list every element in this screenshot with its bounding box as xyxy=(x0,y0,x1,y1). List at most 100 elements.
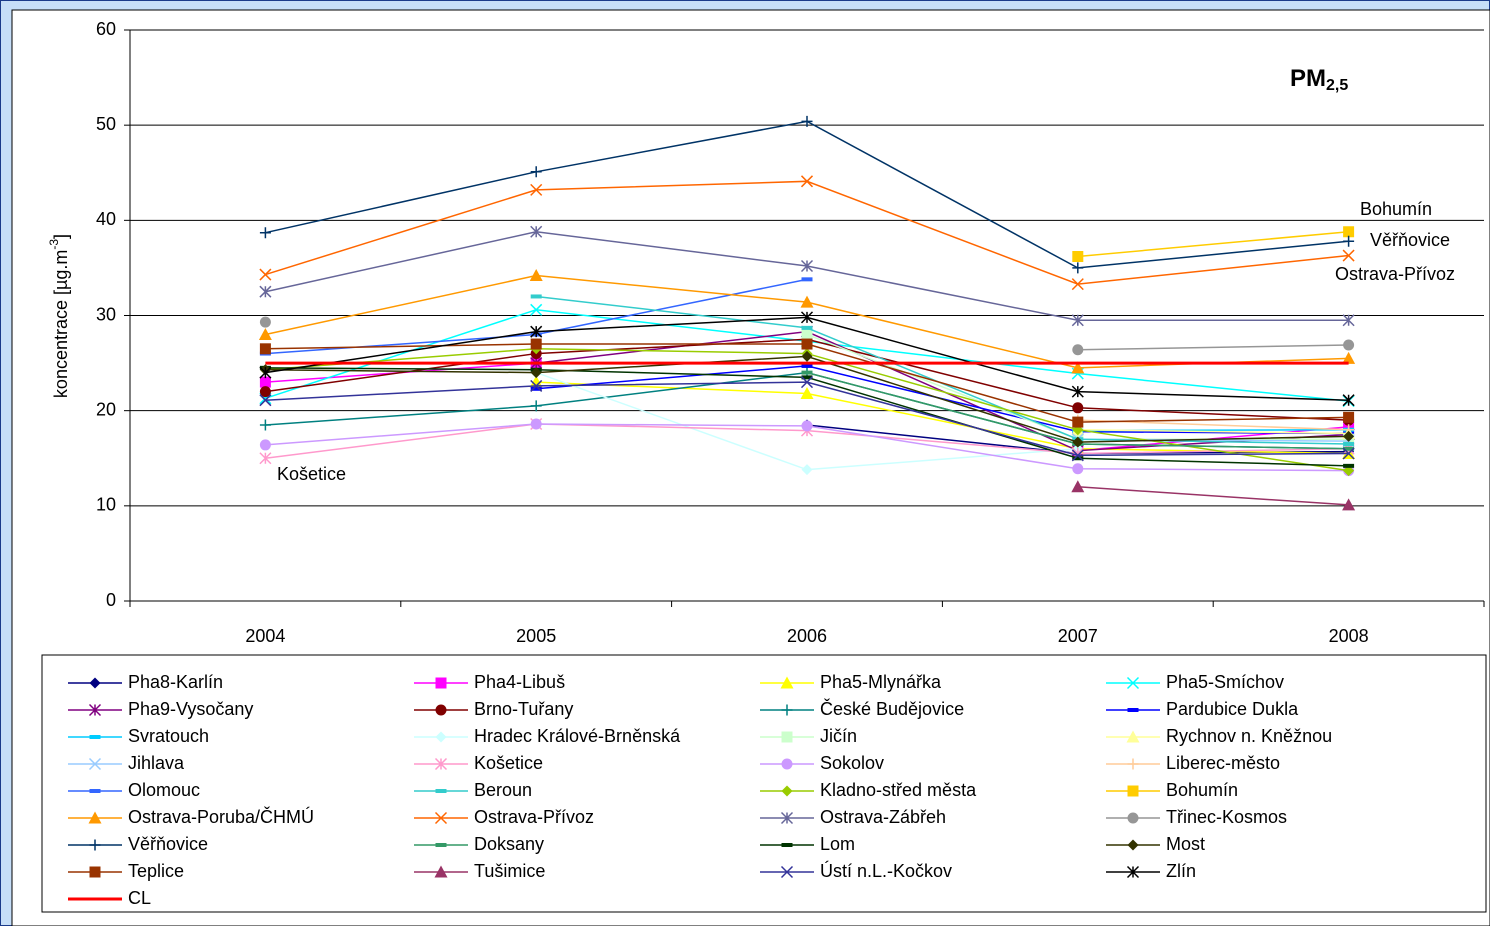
marker xyxy=(530,183,543,196)
marker xyxy=(1071,480,1085,493)
marker xyxy=(801,277,813,282)
annotation: Košetice xyxy=(277,464,346,484)
marker xyxy=(529,375,543,388)
marker xyxy=(435,731,447,743)
marker xyxy=(259,316,271,328)
marker xyxy=(89,677,101,689)
legend-label: Hradec Králové-Brněnská xyxy=(474,726,681,746)
marker xyxy=(1072,402,1084,414)
legend-label: České Budějovice xyxy=(820,698,964,719)
x-tick-label: 2007 xyxy=(1058,626,1098,646)
marker xyxy=(781,785,793,797)
marker xyxy=(89,839,101,851)
marker xyxy=(529,269,543,282)
legend-label: CL xyxy=(128,888,151,908)
marker xyxy=(1343,446,1355,451)
legend-label: Olomouc xyxy=(128,780,200,800)
marker xyxy=(1126,865,1140,879)
legend-label: Liberec-město xyxy=(1166,753,1280,773)
chart-title: PM2,5 xyxy=(1290,65,1348,94)
legend-label: Ostrava-Zábřeh xyxy=(820,807,946,827)
marker xyxy=(530,379,543,392)
marker xyxy=(259,394,272,407)
marker xyxy=(89,789,101,793)
marker xyxy=(435,789,447,793)
legend-label: Bohumín xyxy=(1166,780,1238,800)
legend-label: Most xyxy=(1166,834,1205,854)
y-label-text: koncentrace [µg.m xyxy=(51,250,71,398)
legend-label: Jičín xyxy=(820,726,857,746)
marker xyxy=(259,285,272,298)
marker xyxy=(1343,465,1355,477)
legend-label: Lom xyxy=(820,834,855,854)
title-main: PM xyxy=(1290,65,1326,92)
legend-label: Teplice xyxy=(128,861,184,881)
marker xyxy=(1343,411,1355,423)
y-tick-label: 30 xyxy=(96,304,116,324)
marker xyxy=(89,866,101,878)
legend-label: Beroun xyxy=(474,780,532,800)
marker xyxy=(89,735,101,739)
marker xyxy=(1127,785,1139,797)
marker xyxy=(801,115,813,127)
marker xyxy=(780,811,794,825)
marker xyxy=(1071,449,1084,462)
marker xyxy=(1342,314,1355,327)
marker xyxy=(530,338,542,350)
marker xyxy=(780,676,794,689)
marker xyxy=(801,325,813,330)
marker xyxy=(1072,463,1084,475)
marker xyxy=(530,303,543,316)
marker xyxy=(781,758,793,770)
legend-label: Zlín xyxy=(1166,861,1196,881)
marker xyxy=(781,843,793,847)
marker xyxy=(1072,436,1084,448)
marker xyxy=(259,343,271,355)
marker xyxy=(800,175,814,188)
marker xyxy=(88,703,102,717)
marker xyxy=(259,376,271,388)
marker xyxy=(801,329,813,341)
marker xyxy=(800,295,814,308)
marker xyxy=(801,464,813,476)
marker xyxy=(801,350,813,362)
marker xyxy=(259,366,272,379)
marker xyxy=(801,375,813,380)
marker xyxy=(434,757,448,771)
y-tick-label: 40 xyxy=(96,209,116,229)
marker xyxy=(1071,314,1084,327)
marker xyxy=(1071,278,1084,291)
legend-label: Pha8-Karlín xyxy=(128,672,223,692)
marker xyxy=(1343,463,1355,468)
marker xyxy=(88,757,102,771)
marker xyxy=(1127,758,1139,770)
marker xyxy=(1127,708,1139,712)
marker xyxy=(801,338,813,350)
marker xyxy=(1342,249,1355,262)
legend-label: Tušimice xyxy=(474,861,545,881)
marker xyxy=(1343,226,1355,238)
marker xyxy=(259,452,272,465)
marker xyxy=(1072,344,1084,356)
marker xyxy=(801,363,813,368)
marker xyxy=(1343,430,1355,442)
marker xyxy=(1342,394,1355,407)
legend-label: Brno-Tuřany xyxy=(474,699,573,719)
marker xyxy=(530,225,543,238)
legend-label: Pha5-Smíchov xyxy=(1166,672,1284,692)
legend-label: Rychnov n. Kněžnou xyxy=(1166,726,1332,746)
marker xyxy=(530,325,543,338)
marker xyxy=(801,370,813,375)
legend-label: Svratouch xyxy=(128,726,209,746)
marker xyxy=(259,419,271,431)
series-line xyxy=(1077,231,1349,258)
marker xyxy=(1126,730,1140,743)
legend-label: Věřňovice xyxy=(128,834,208,854)
x-tick-label: 2004 xyxy=(245,626,285,646)
marker xyxy=(259,227,271,239)
marker xyxy=(1072,416,1084,428)
title-sub: 2,5 xyxy=(1326,77,1348,94)
marker xyxy=(1126,676,1140,690)
series-line xyxy=(1077,344,1349,351)
